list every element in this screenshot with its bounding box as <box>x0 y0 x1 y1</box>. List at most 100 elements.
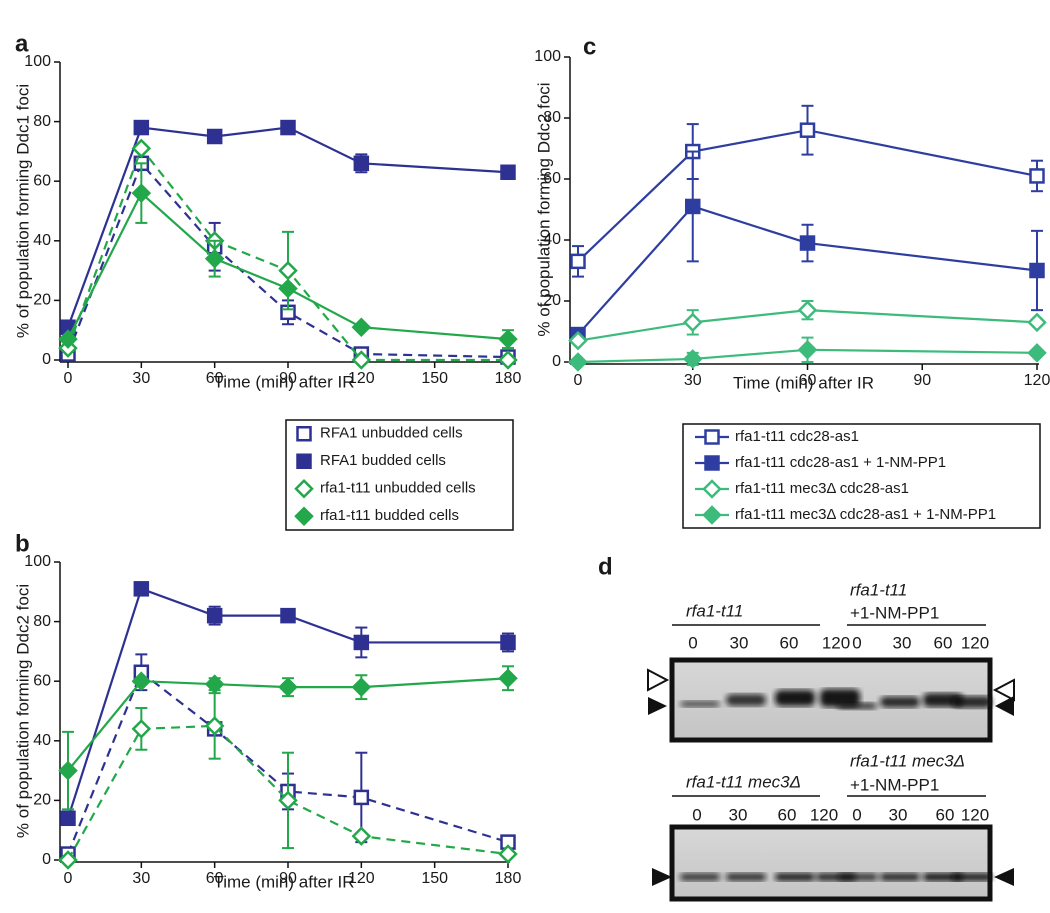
arrow-filled <box>648 697 667 715</box>
marker <box>498 350 518 370</box>
band <box>880 696 920 708</box>
y-tick-label: 0 <box>42 351 51 368</box>
series-line <box>67 724 509 861</box>
marker <box>206 128 223 145</box>
x-tick-label: 60 <box>206 870 224 887</box>
x-tick-label: 60 <box>799 372 817 389</box>
series-line <box>577 309 1038 342</box>
x-tick-label: 120 <box>1024 372 1050 389</box>
legend-marker <box>296 426 312 442</box>
legend-marker <box>294 478 314 499</box>
lane-label: 120 <box>810 805 838 824</box>
band <box>837 702 877 710</box>
lane-label: 0 <box>852 805 861 824</box>
marker <box>60 810 76 827</box>
arrow-open <box>647 668 670 692</box>
x-axis-label: Time (min) after IR <box>213 372 354 391</box>
marker <box>500 634 516 651</box>
y-tick-label: 80 <box>33 113 51 130</box>
arrow-filled <box>652 868 672 886</box>
lane-label: 30 <box>730 633 749 652</box>
y-tick-label: 40 <box>33 232 51 249</box>
band <box>775 873 815 881</box>
x-tick-label: 90 <box>913 372 931 389</box>
marker <box>351 350 372 370</box>
marker <box>278 278 298 299</box>
y-tick-label: 60 <box>33 672 51 689</box>
legend-box <box>285 419 514 531</box>
y-tick-label: 0 <box>552 353 561 370</box>
panel-label: c <box>583 33 596 60</box>
legend-label: rfa1-t11 cdc28-as1 <box>735 428 859 445</box>
marker <box>58 850 78 870</box>
marker <box>682 349 703 369</box>
marker <box>58 329 78 349</box>
marker <box>131 719 152 739</box>
marker <box>58 760 78 781</box>
y-tick-label: 60 <box>543 170 561 187</box>
marker <box>797 300 818 320</box>
marker <box>204 716 225 736</box>
marker <box>498 329 518 349</box>
band <box>880 873 920 881</box>
legend-marker <box>702 479 722 499</box>
lane-label: 120 <box>961 633 989 652</box>
marker <box>353 634 370 651</box>
legend-box <box>682 423 1041 529</box>
marker <box>280 607 296 624</box>
lane-label: 0 <box>852 633 861 652</box>
x-tick-label: 180 <box>495 870 522 887</box>
marker <box>133 581 150 597</box>
legend-label: rfa1-t11 mec3Δ cdc28-as1 + 1-NM-PP1 <box>735 506 996 523</box>
x-tick-label: 30 <box>684 372 702 389</box>
marker <box>353 155 370 172</box>
marker <box>1027 312 1047 333</box>
marker <box>133 119 150 136</box>
series-line <box>577 129 1038 263</box>
marker <box>204 248 225 269</box>
lane-group-title: rfa1-t11 mec3Δ <box>686 772 801 791</box>
lane-group-title: rfa1-t11 mec3Δ <box>850 751 965 770</box>
marker <box>799 235 816 251</box>
legend-label: RFA1 unbudded cells <box>320 425 463 442</box>
marker <box>131 671 152 691</box>
marker <box>278 260 298 281</box>
y-axis-label: % of population forming Ddc2 foci <box>13 584 32 838</box>
lane-label: 0 <box>692 805 701 824</box>
band <box>726 873 766 881</box>
marker <box>351 317 372 337</box>
marker <box>568 330 588 351</box>
band <box>775 690 815 706</box>
lane-label: 120 <box>961 805 989 824</box>
legend-label: rfa1-t11 unbudded cells <box>320 480 476 497</box>
y-axis-label: % of population forming Ddc2 foci <box>534 82 553 336</box>
band <box>952 696 992 708</box>
y-tick-label: 20 <box>33 292 51 309</box>
marker <box>351 677 372 697</box>
series-line <box>67 677 509 772</box>
arrow-open <box>992 678 1015 702</box>
y-tick-label: 20 <box>33 792 51 809</box>
marker <box>206 607 223 624</box>
marker <box>685 198 701 215</box>
marker <box>498 844 518 864</box>
panel-label: b <box>15 530 30 557</box>
marker <box>1029 168 1045 184</box>
x-tick-label: 0 <box>574 372 583 389</box>
marker <box>351 826 372 846</box>
x-axis-label: Time (min) after IR <box>213 872 354 891</box>
marker <box>570 253 586 270</box>
marker <box>278 790 298 811</box>
legend-marker <box>704 455 720 471</box>
x-tick-label: 90 <box>279 370 297 387</box>
x-tick-label: 60 <box>206 370 224 387</box>
x-tick-label: 120 <box>348 370 375 387</box>
y-tick-label: 100 <box>534 48 561 65</box>
y-tick-label: 0 <box>42 851 51 868</box>
lane-label: 120 <box>822 633 850 652</box>
y-tick-label: 40 <box>543 231 561 248</box>
marker <box>568 352 588 372</box>
blot-bottom <box>669 824 993 902</box>
legend-marker <box>296 453 312 469</box>
